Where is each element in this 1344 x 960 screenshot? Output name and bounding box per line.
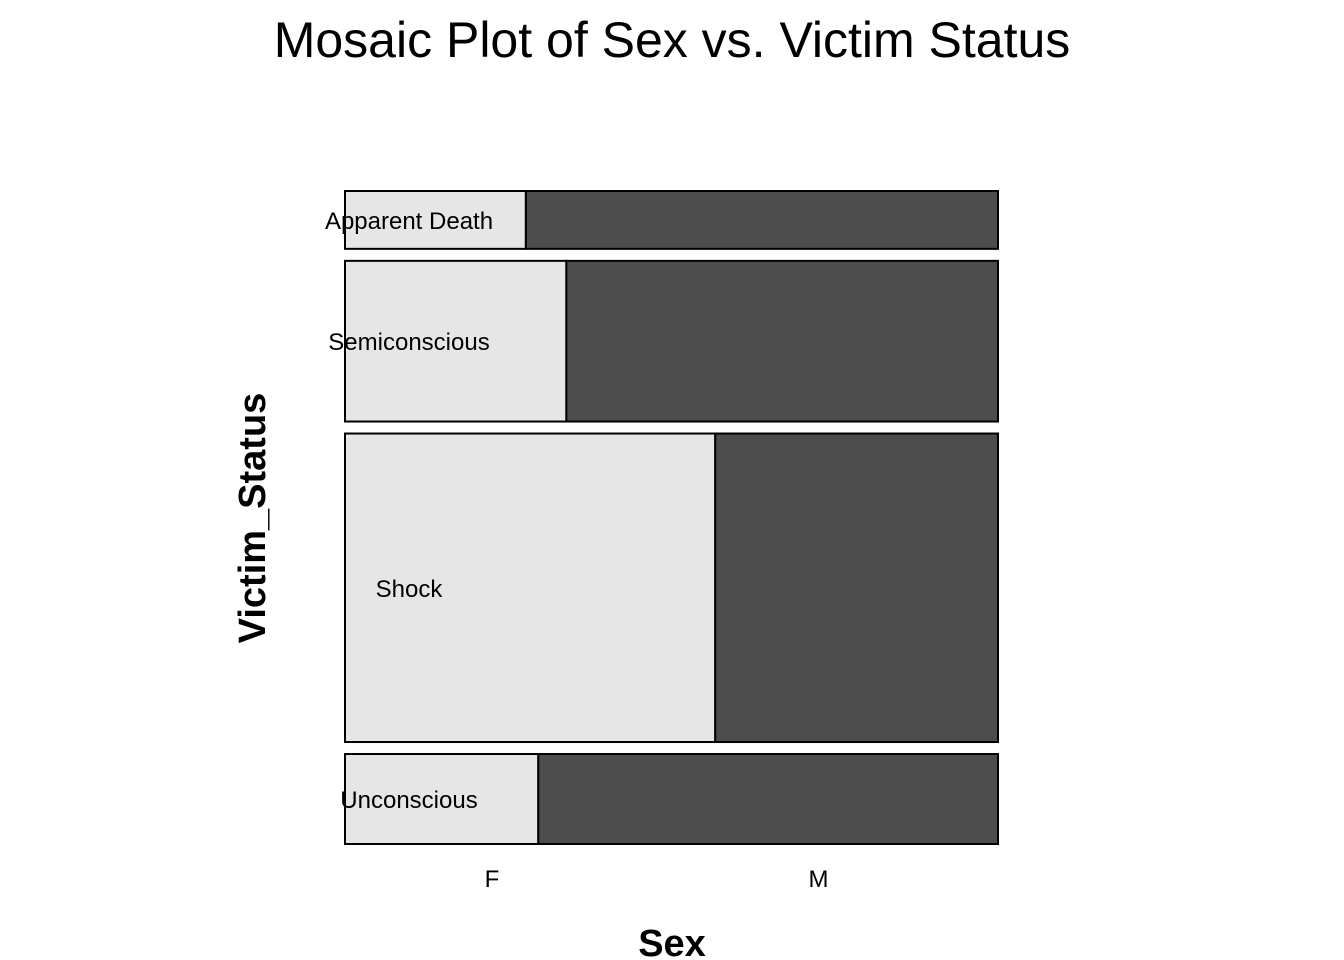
chart-title: Mosaic Plot of Sex vs. Victim Status [274, 12, 1071, 68]
tile-f-semiconscious [344, 259, 568, 423]
x-tick-m: M [808, 866, 828, 893]
row-label-shock: Shock [376, 576, 444, 603]
row-label-apparent-death: Apparent Death [325, 208, 493, 235]
tile-m-shock [714, 432, 999, 744]
tile-f-shock [344, 432, 717, 744]
x-axis-title: Sex [638, 923, 706, 960]
row-labels: Apparent Death Semiconscious Shock Unconsci… [325, 208, 493, 814]
tile-f-apparent-death [344, 190, 527, 250]
x-tick-f: F [485, 866, 500, 893]
tile-m-semiconscious [565, 259, 999, 423]
row-label-semiconscious: Semiconscious [328, 329, 489, 356]
mosaic-tiles [344, 190, 1000, 845]
tile-m-apparent-death [524, 190, 999, 250]
tile-m-unconscious [537, 753, 1000, 845]
row-label-unconscious: Unconscious [340, 787, 477, 814]
y-axis-title: Victim_Status [232, 393, 274, 644]
